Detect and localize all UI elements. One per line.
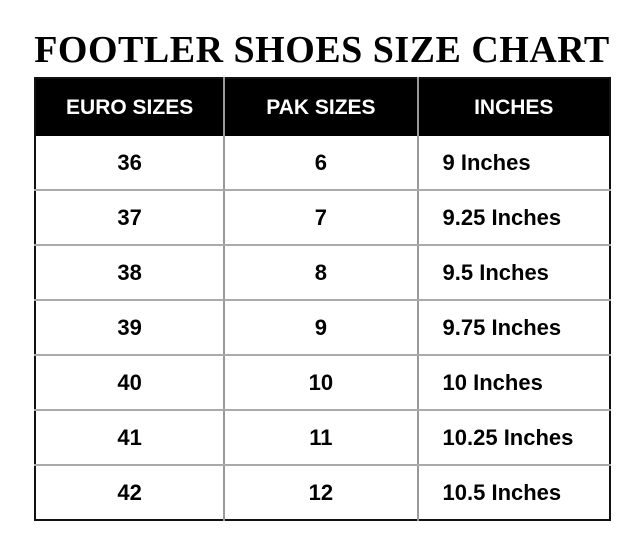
- inches-cell: 9.25 Inches: [417, 190, 610, 246]
- pak-size-cell: 10: [224, 355, 419, 411]
- inches-cell: 10.5 Inches: [442, 479, 562, 505]
- page-title: FOOTLER SHOES SIZE CHART: [34, 29, 610, 71]
- inches-cell: 10.25 Inches: [417, 410, 610, 466]
- table-row: 39 9 9.75 Inches: [35, 300, 610, 356]
- inches-cell: 9 Inches: [417, 136, 610, 191]
- euro-size-cell: 40: [35, 355, 226, 411]
- pak-size-cell: 6: [224, 136, 419, 191]
- table-row: 42 12 10.5 Inches: [35, 465, 610, 520]
- euro-size-cell: 36: [35, 136, 226, 191]
- header-euro-sizes: EURO SIZES: [35, 78, 226, 136]
- table-row: 41 11 10.25 Inches: [35, 410, 610, 466]
- header-inches: INCHES: [417, 78, 610, 136]
- pak-size-cell: 9: [224, 300, 419, 356]
- inches-cell: 9.75 Inches: [417, 300, 610, 356]
- euro-size-cell: 38: [35, 245, 226, 301]
- header-row: EURO SIZES PAK SIZES INCHES: [35, 78, 610, 136]
- euro-size-cell: 39: [35, 300, 226, 356]
- euro-size-cell: 41: [35, 410, 226, 466]
- pak-size-cell: 12: [224, 465, 419, 520]
- header-pak-sizes: PAK SIZES: [224, 78, 419, 136]
- euro-size-cell: 37: [35, 190, 226, 246]
- pak-size-cell: 8: [224, 245, 419, 301]
- euro-size-cell: 42: [35, 465, 226, 520]
- inches-cell: 9.5 Inches: [417, 245, 610, 301]
- table-row: 38 8 9.5 Inches: [35, 245, 610, 301]
- size-chart-table: EURO SIZES PAK SIZES INCHES 36 6 9 Inches 3…: [34, 77, 611, 521]
- table-row: 40 10 10 Inches: [35, 355, 610, 411]
- pak-size-cell: 7: [224, 190, 419, 246]
- table-row: 36 6 9 Inches: [35, 136, 610, 191]
- inches-cell: 10 Inches: [417, 355, 610, 411]
- table-row: 37 7 9.25 Inches: [35, 190, 610, 246]
- pak-size-cell: 11: [224, 410, 419, 466]
